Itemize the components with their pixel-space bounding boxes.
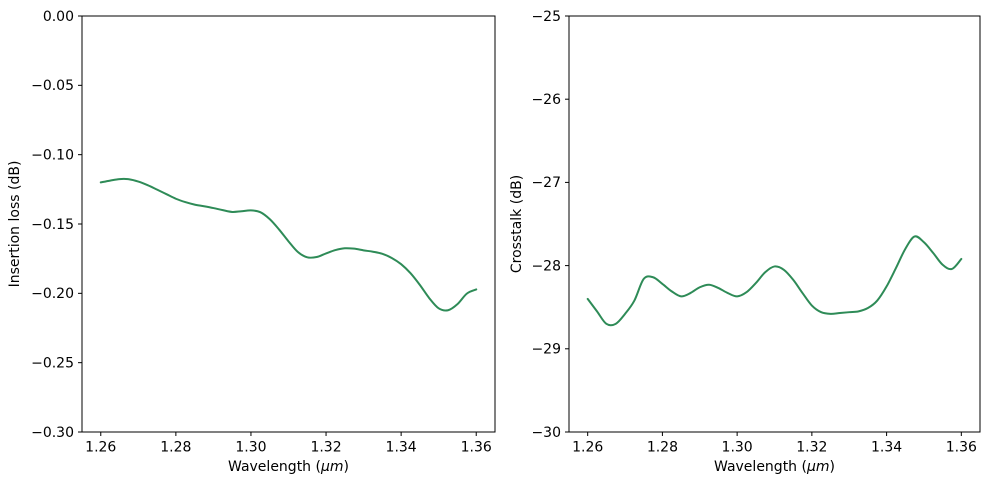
y-tick-label: −0.10 (31, 147, 74, 163)
x-axis-label: Wavelength (μm) (714, 459, 835, 475)
y-tick-label: −26 (531, 92, 561, 108)
x-tick-label: 1.26 (85, 440, 116, 456)
y-tick-label: −0.20 (31, 286, 74, 302)
x-tick-label: 1.34 (871, 440, 902, 456)
plot-spines (81, 15, 496, 433)
x-tick-label: 1.26 (572, 440, 603, 456)
y-tick-label: −28 (531, 258, 561, 274)
y-tick-label: 0.00 (43, 9, 74, 25)
y-axis-label: Crosstalk (dB) (509, 175, 525, 273)
crosstalk-chart: 1.26 1.28 1.30 1.32 1.34 1.36 −25 −26 −27 −28 −29 −… (509, 9, 981, 475)
x-tick-label: 1.30 (722, 440, 753, 456)
y-tick-label: −29 (531, 342, 561, 358)
x-tick-label: 1.32 (310, 440, 341, 456)
crosstalk-curve (586, 235, 963, 327)
x-tick-label: 1.28 (160, 440, 191, 456)
y-tick-label: −0.15 (31, 217, 74, 233)
y-tick-label: −0.30 (31, 425, 74, 441)
x-axis-label: Wavelength (μm) (228, 459, 349, 475)
x-tick-label: 1.32 (796, 440, 827, 456)
x-tick-label: 1.30 (235, 440, 266, 456)
y-tick-label: −0.05 (31, 78, 74, 94)
plot-spines (568, 15, 981, 433)
y-tick-label: −27 (531, 175, 561, 191)
x-tick-label: 1.36 (946, 440, 977, 456)
x-tick-label: 1.34 (386, 440, 417, 456)
y-axis-label: Insertion loss (dB) (7, 161, 23, 288)
x-tick-label: 1.28 (647, 440, 678, 456)
y-tick-label: −0.25 (31, 355, 74, 371)
x-tick-label: 1.36 (461, 440, 492, 456)
y-tick-label: −30 (531, 425, 561, 441)
insertion-loss-curve (99, 177, 478, 312)
insertion-loss-chart: 1.26 1.28 1.30 1.32 1.34 1.36 0.00 −0.05 −0.10 −0… (7, 9, 496, 475)
y-tick-label: −25 (531, 9, 561, 25)
